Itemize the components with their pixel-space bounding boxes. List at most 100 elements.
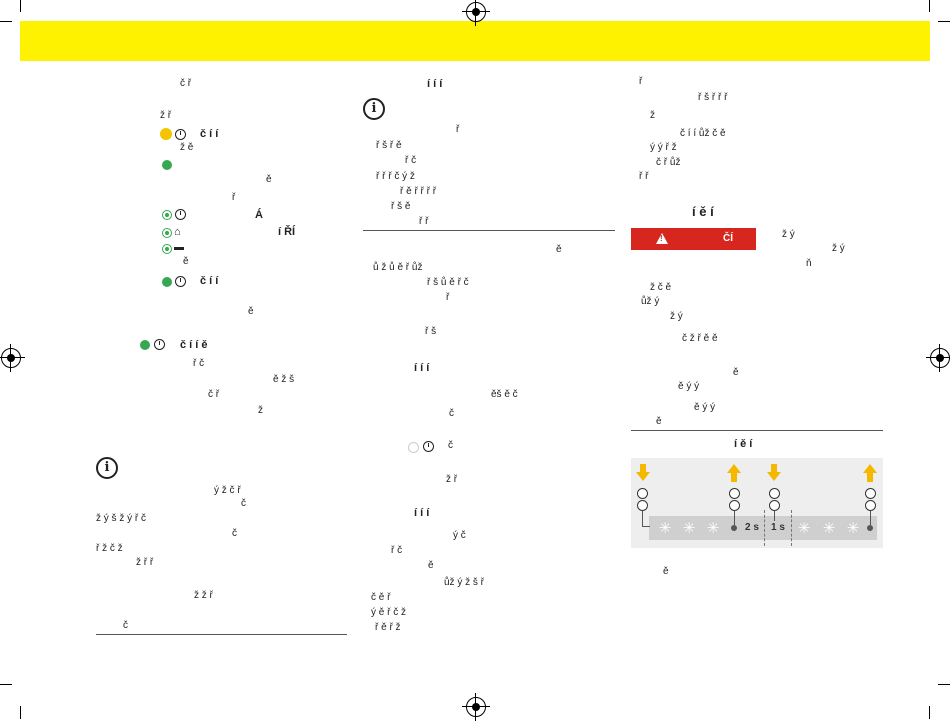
green-ring-icon (162, 210, 172, 220)
check-icon (769, 500, 780, 511)
body-text: ň (806, 258, 812, 269)
green-ring-icon (162, 244, 172, 254)
body-text: ř (639, 76, 643, 87)
body-text: ž ý š ž ý ř č (96, 513, 146, 524)
body-text: ř č (391, 545, 403, 556)
body-text: ž ý (782, 229, 795, 240)
section-heading: í ě í (692, 204, 714, 219)
warning-triangle-icon (656, 233, 668, 244)
section-heading: í í í (414, 362, 430, 374)
body-text: ž (258, 405, 263, 416)
column-rule (96, 634, 347, 635)
body-text: ž ř (446, 474, 458, 485)
registration-mark (926, 344, 950, 372)
body-text: ý ě ř č ž (371, 607, 407, 618)
body-text: ž č ě (650, 282, 672, 293)
body-text: ž ř (160, 110, 172, 121)
green-led-icon (140, 340, 150, 350)
body-text: ůž ý (641, 296, 660, 307)
led-blink-icon: ✳ (797, 519, 811, 537)
body-text: ě (266, 174, 272, 185)
green-ring-icon (162, 228, 172, 238)
body-text: ý ý ř ž (650, 142, 677, 153)
timer-icon (423, 441, 434, 452)
body-text: ý č (453, 530, 466, 541)
crop-mark (0, 21, 12, 22)
body-text: ř š ě (391, 201, 411, 212)
arrow-up-icon (863, 464, 877, 482)
body-text: č (449, 408, 454, 419)
led-blink-icon: ✳ (658, 519, 672, 537)
car-icon: ▬ (174, 242, 184, 253)
body-text: ě (183, 256, 189, 267)
body-text: ě (556, 244, 562, 255)
timing-diagram: ✳ ✳ ✳ 2 s 1 s ✳ ✳ ✳ (631, 458, 883, 548)
house-icon: ⌂ (174, 226, 181, 238)
body-text: ř š ů ě ř č (427, 277, 469, 288)
section-heading: í í í (414, 507, 430, 519)
timer-icon (637, 488, 648, 499)
column-rule (631, 430, 883, 431)
body-text: ř ž č ž (96, 543, 123, 554)
led-strip (649, 516, 877, 540)
check-icon (637, 500, 648, 511)
arrow-down-icon (636, 464, 650, 482)
body-text: ý ž č ř (214, 485, 241, 496)
registration-mark (462, 0, 490, 26)
yellow-led-icon (160, 128, 172, 140)
body-text: č (123, 620, 128, 631)
led-blink-icon: ✳ (846, 519, 860, 537)
check-icon (729, 500, 740, 511)
warning-label: ČÍ (631, 228, 756, 250)
body-text: ř ě ř ř ř ř (400, 186, 437, 197)
arrow-up-icon (727, 464, 741, 482)
timer-icon (175, 276, 186, 287)
body-text: ř š ř ř ř (698, 92, 728, 103)
timer-icon (769, 488, 780, 499)
body-text: ě ý ý (678, 381, 700, 392)
body-text: ž ř ř (136, 557, 154, 568)
green-led-icon (162, 277, 172, 287)
column-rule (363, 230, 615, 231)
timer-icon (865, 488, 876, 499)
led-blink-icon: ✳ (682, 519, 696, 537)
state-dot (731, 525, 737, 531)
body-text: ř š ř ě (376, 140, 402, 151)
header-banner (20, 21, 930, 61)
body-text: ž (650, 110, 655, 121)
body-text: č ř (208, 389, 220, 400)
body-text: ě ý ý (694, 402, 716, 413)
body-text: ů ž ů ě ř ůž (373, 262, 423, 273)
connector-line (734, 511, 735, 525)
separator-line (791, 510, 792, 546)
body-text: ž ý (832, 243, 845, 254)
body-text: ř č (405, 155, 417, 166)
inactive-led-icon (408, 442, 419, 453)
body-text: ě (428, 560, 434, 571)
check-icon (865, 500, 876, 511)
body-text: č (232, 528, 237, 539)
crop-mark (929, 0, 930, 12)
arrow-down-icon (767, 464, 781, 482)
body-text: č í í ůž č ě (680, 128, 726, 139)
body-text: ř (446, 292, 450, 303)
body-text: ě (733, 367, 739, 378)
connector-line (774, 511, 775, 521)
body-text: č ř ůž (656, 157, 681, 168)
body-text: č ě ř (371, 592, 391, 603)
duration-label: 2 s (745, 522, 759, 533)
body-text: ě (248, 306, 254, 317)
crop-mark (938, 21, 950, 22)
separator-line (764, 510, 765, 546)
info-icon: i (363, 98, 385, 120)
body-text: č í í ě (180, 339, 208, 351)
connector-line (870, 511, 871, 525)
led-blink-icon: ✳ (706, 519, 720, 537)
crop-mark (0, 684, 12, 685)
body-text: ř ř (639, 171, 649, 182)
figure-title: í ě í (734, 438, 753, 450)
figure-caption: ě (663, 566, 669, 577)
body-text: ž ě (180, 142, 194, 153)
body-text: ř (232, 192, 236, 203)
green-led-icon (162, 160, 172, 170)
